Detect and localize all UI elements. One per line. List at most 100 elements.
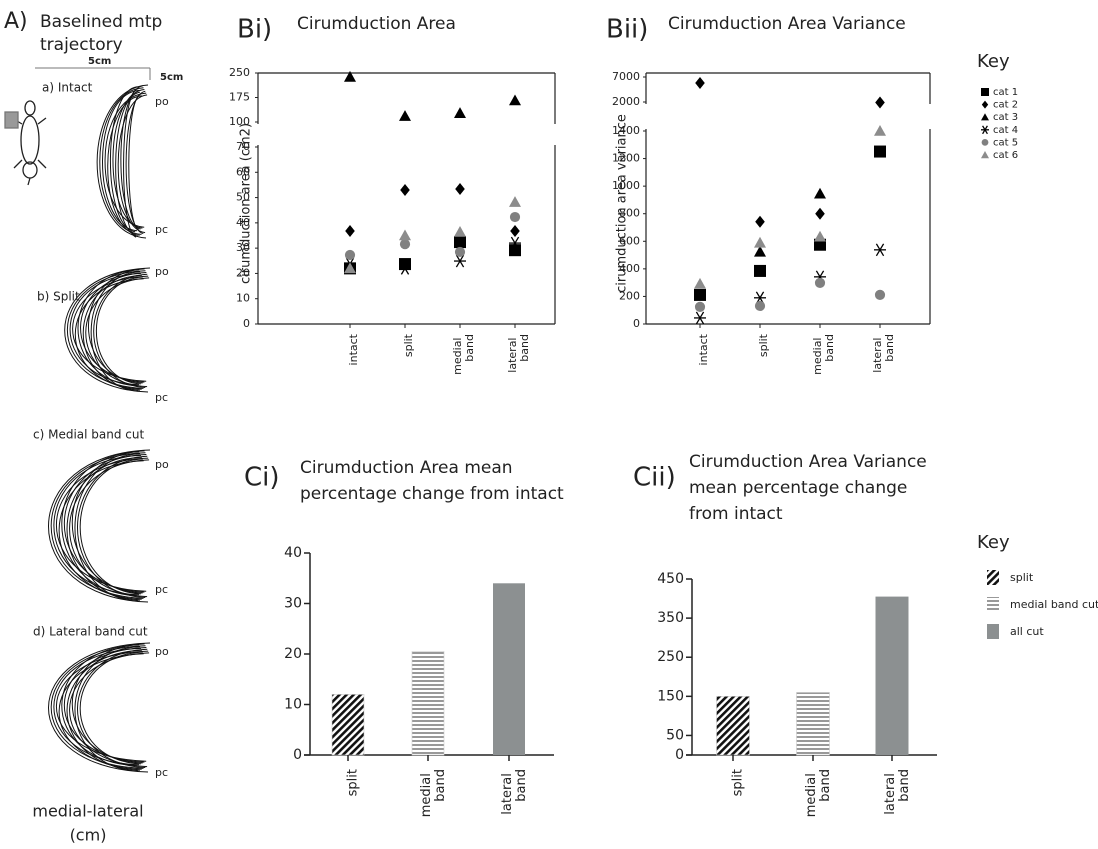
y-tick-label: 10 [284,697,302,713]
marker [981,151,989,159]
trajectory [107,95,142,236]
legend-label: all cut [1010,625,1044,638]
marker [815,207,825,220]
x-tick-label: split [731,769,746,796]
po-label: po [155,265,169,278]
scale-label: 5cm [88,56,111,67]
y-tick-label: 60 [236,165,250,178]
marker [344,249,356,261]
bar [411,651,445,756]
marker [874,145,886,158]
marker [814,277,826,289]
marker [755,215,765,228]
y-tick-label: 30 [236,241,250,254]
marker [454,107,466,118]
marker [455,182,465,195]
y-tick-label: 200 [619,289,640,302]
series [344,236,521,275]
marker [754,236,766,248]
chart-title: Cirumduction Area [297,14,456,34]
series [344,236,521,275]
series [694,243,886,325]
x-tick-label: lateral band [871,334,896,373]
marker [399,238,411,250]
chart-title: Cirumduction Area mean [300,458,513,478]
chart-title: Cirumduction Area Variance [668,14,906,34]
trajectory [58,653,144,770]
y-tick-label: 250 [657,649,684,665]
legend-label: cat 4 [993,125,1018,136]
y-tick-label: 0 [243,317,250,330]
pc-label: pc [155,766,168,779]
marker [399,258,411,271]
marker-stroke [695,311,705,325]
y-tick-label: 30 [284,596,302,612]
series [344,211,521,261]
trajectory [80,272,147,383]
marker [814,187,826,199]
trajectory [74,646,141,772]
panel-label: Bi) [237,15,272,45]
panel-label: A) [4,9,28,34]
trajectory [85,277,150,388]
marker [694,311,706,325]
series [344,196,521,274]
x-tick-label: medial band [418,769,447,817]
marker-stroke [510,236,520,250]
y-tick-label: 1000 [612,179,640,192]
chart-title: percentage change from intact [300,484,564,504]
marker [875,96,885,109]
y-tick-label: 20 [236,266,250,279]
y-tick-label: 150 [657,688,684,704]
marker [981,88,989,96]
marker-stroke [982,125,988,135]
chart-title: from intact [689,504,783,524]
y-tick-label: 2000 [612,95,640,108]
marker [981,139,989,146]
trajectory [64,267,151,393]
legend-swatch [987,597,999,612]
marker [454,254,466,268]
trajectory [53,647,142,766]
legend-label: cat 2 [993,100,1018,111]
y-tick-label: 7000 [612,70,640,83]
y-axis-label: cirumduction area variance [615,114,630,293]
legend-label: cat 3 [993,112,1018,123]
trajectory [96,276,143,385]
series [345,182,520,237]
y-tick-label: 20 [284,646,302,662]
x-tick-label: split [757,333,770,357]
trajectory [69,272,142,386]
legend-label: cat 6 [993,150,1018,161]
trajectory [50,452,146,599]
y-tick-label: 50 [236,191,250,204]
bar [716,696,750,756]
marker [510,224,520,237]
trajectory [102,89,140,232]
y-tick-label: 0 [293,747,302,763]
trajectory [96,84,149,239]
legend-title: Key [977,532,1010,553]
trajectory [63,647,147,763]
y-axis-label: cirumduction area (cm2) [239,123,254,284]
y-tick-label: 0 [675,747,684,763]
po-label: po [155,645,169,658]
marker [754,300,766,312]
marker [694,288,706,301]
trajectory [53,454,142,596]
legend-swatch [987,624,999,639]
y-tick-label: 1400 [612,124,640,137]
bar [875,596,909,755]
chart-title: mean percentage change [689,478,907,498]
y-tick-label: 1200 [612,152,640,165]
marker [454,225,466,237]
trajectory [76,455,148,598]
bar [493,583,525,755]
marker-stroke [400,262,410,275]
y-tick-label: 400 [619,262,640,275]
pc-label: pc [155,223,168,236]
x-tick-label: split [402,333,415,357]
y-tick-label: 0 [633,317,640,330]
x-axis-label: medial-lateral [32,802,143,821]
marker [874,289,886,301]
